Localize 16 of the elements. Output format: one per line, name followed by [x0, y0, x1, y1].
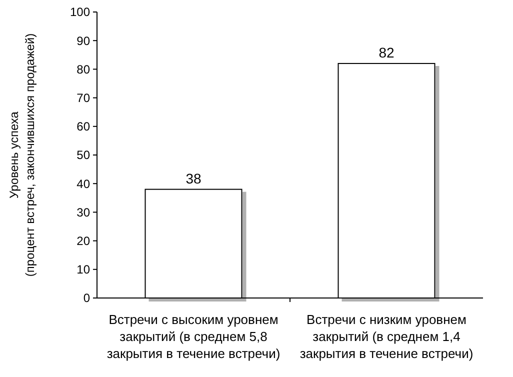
y-tick-label: 40	[76, 176, 90, 191]
data-label: 82	[378, 44, 394, 60]
y-tick-label: 10	[76, 262, 90, 277]
x-tick-label: Встречи с высоким уровнем закрытий (в среднем 5,8 закрытия в течение встречи)	[106, 312, 280, 361]
y-tick-label: 30	[76, 205, 90, 220]
y-tick-label: 70	[76, 91, 90, 105]
y-tick-label: 100	[70, 5, 90, 20]
y-tick-label: 20	[76, 234, 90, 248]
data-label: 38	[186, 170, 202, 186]
y-axis-title: Уровень успеха (процент встреч, закончившихся продажей)	[7, 33, 37, 277]
y-tick-label: 50	[76, 148, 90, 162]
x-tick-label: Встречи с низким уровнем закрытий (в среднем 1,4 закрытия в течение встречи)	[300, 312, 474, 361]
y-tick-label: 80	[76, 62, 90, 76]
y-tick-label: 60	[76, 120, 90, 134]
y-tick-label: 0	[83, 291, 90, 306]
y-tick-label: 90	[76, 34, 90, 48]
